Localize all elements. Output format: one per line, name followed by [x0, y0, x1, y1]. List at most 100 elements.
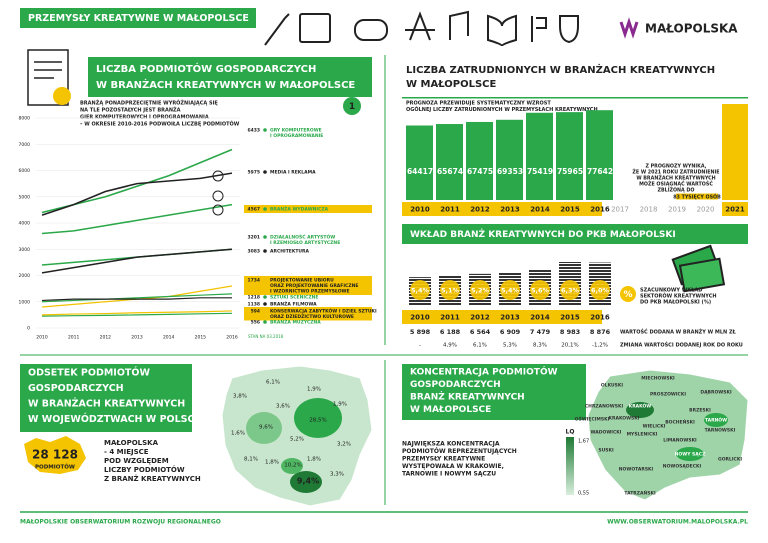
section5-text: NAJWIĘKSZA KONCENTRACJA	[402, 441, 500, 448]
map-label: NOWY SĄCZ	[675, 452, 706, 458]
legend-value: 594	[251, 309, 260, 315]
count-unit: PODMIOTÓW	[35, 464, 75, 471]
footer-left: MAŁOPOLSKIE OBSERWATORIUM ROZWOJU REGION…	[20, 519, 221, 526]
percent-icon	[620, 286, 636, 302]
map-label: DĄBROWSKI	[700, 390, 732, 396]
bar	[556, 112, 583, 200]
x-tick-label: 2011	[68, 335, 80, 341]
lq-scale	[566, 437, 574, 495]
legend-value: 6433	[247, 128, 260, 134]
map-label: 9,6%	[259, 425, 273, 431]
section1-note: NA TLE POZOSTAŁYCH JEST BRANŻA	[80, 107, 181, 114]
section2-subtitle: PROGNOZA PRZEWIDUJE SYSTEMATYCZNY WZROST	[406, 101, 551, 107]
trend-icon	[212, 190, 224, 202]
map-label: 1,8%	[265, 460, 279, 466]
section5-text: PRZEMYSŁY KREATYWNE	[402, 456, 485, 463]
logo: MAŁOPOLSKA	[645, 22, 738, 36]
map-label: 1,9%	[333, 402, 347, 408]
section4-title: W BRANŻACH KREATYWNYCH	[28, 399, 185, 410]
section1-title: W BRANŻACH KREATYWNYCH W MAŁOPOLSCE	[96, 77, 355, 91]
section2-title-box	[402, 57, 748, 99]
money-icon	[671, 244, 726, 293]
section1-title-bar	[88, 57, 372, 97]
section3-title: WKŁAD BRANŻ KREATYWNYCH DO PKB MAŁOPOLSK…	[410, 229, 676, 240]
medal	[343, 97, 361, 115]
change-label: 8,3%	[533, 343, 547, 349]
legend-name: BRANŻA MUZYCZNA	[270, 319, 321, 326]
value-note: WARTOŚĆ DODANA W BRANŻY W MLN ZŁ	[620, 329, 737, 336]
y-tick-label: 3000	[19, 247, 31, 253]
x-tick-label: 2021	[725, 206, 745, 214]
x-tick-label: 2013	[131, 335, 143, 341]
value-label: 7 479	[530, 328, 551, 336]
legend-dot	[263, 235, 267, 239]
section5-text: WYSTĘPOWAŁA W KRAKOWIE,	[402, 463, 504, 470]
share-label: 6,3%	[561, 287, 580, 295]
section4-title: W WOJEWÓDZTWACH W POLSCE	[28, 413, 201, 425]
share-bubble	[440, 280, 460, 300]
legend-value: 1138	[247, 302, 260, 308]
legend-dot	[263, 302, 267, 306]
legend-value: 1734	[247, 278, 260, 284]
map-label: KRAKOWSKI	[609, 416, 640, 422]
section5-text: PODMIOTÓW REPREZENTUJĄCYCH	[402, 448, 517, 455]
x-tick-label: 2015	[560, 314, 580, 322]
map-label: 6,1%	[266, 380, 280, 386]
section4-title: ODSETEK PODMIOTÓW	[28, 367, 150, 379]
legend-name: BRANŻA WYDAWNICZA	[270, 206, 329, 213]
region-slaskie	[281, 458, 303, 474]
legend-dot	[263, 295, 267, 299]
map-label: MYŚLENICKI	[627, 431, 658, 438]
section5-title: BRANŻ KREATYWNYCH	[410, 392, 525, 403]
legend-name: I WZORNICTWO PRZEMYSŁOWE	[270, 289, 350, 295]
section2-title: LICZBA ZATRUDNIONYCH W BRANŻACH KREATYWN…	[406, 62, 715, 76]
x-tick-label: 2018	[640, 206, 658, 214]
footer-right: WWW.OBSERWATORIUM.MALOPOLSKA.PL	[607, 519, 748, 526]
legend-name: SZTUKI SCENICZNE	[270, 295, 318, 301]
region-krakow	[626, 402, 654, 418]
series-line	[41, 248, 233, 274]
change-label: 5,3%	[503, 343, 517, 349]
count: 28 128	[32, 448, 78, 462]
trend-icon	[212, 204, 224, 216]
map-label: 3,2%	[337, 442, 351, 448]
legend-dot	[263, 320, 267, 324]
share-note: SZACUNKOWY WKŁAD	[640, 288, 702, 294]
y-tick-label: 6000	[19, 168, 31, 174]
forecast-bar	[722, 104, 748, 200]
bar	[586, 110, 613, 200]
section2-subtitle: OGÓLNEJ LICZBY ZATRUDNIONYCH W PRZEMYSŁA…	[406, 106, 598, 113]
series-line	[41, 310, 233, 316]
legend-name: ORAZ PROJEKTOWANIE GRAFICZNE	[270, 283, 358, 289]
bar-value: 65674	[437, 167, 463, 176]
y-tick-label: 7000	[19, 142, 31, 148]
legend-dot	[263, 207, 267, 211]
share-bubble	[470, 280, 490, 300]
forecast-year-band	[722, 202, 748, 216]
region-tarnow	[704, 413, 728, 427]
map-label: NOWOTARSKI	[619, 467, 654, 473]
legend-name: I RZEMIOSŁO ARTYSTYCZNE	[270, 240, 340, 246]
icon-seal	[53, 87, 71, 105]
forecast-note: MOŻE OSIĄGNĄĆ WARTOŚĆ	[639, 181, 713, 188]
series-line	[41, 297, 232, 302]
header-icons	[264, 10, 579, 47]
x-tick-label: 2011	[440, 314, 460, 322]
change-label: -1,2%	[592, 343, 608, 349]
legend-value: 1218	[247, 295, 260, 301]
forecast-note: ŻE W 2021 ROKU ZATRUDNIENIE	[632, 169, 719, 176]
share-bubble	[560, 280, 580, 300]
logo-mark	[619, 17, 639, 39]
map-label: 3,6%	[276, 404, 290, 410]
share-note: DO PKB MAŁOPOLSKI (%)	[640, 300, 711, 306]
y-tick-label: 8000	[19, 116, 31, 122]
legend-dot	[263, 278, 267, 282]
legend-dot	[263, 309, 267, 313]
x-tick-label: 2013	[500, 206, 520, 214]
x-tick-label: 2010	[410, 314, 430, 322]
section3-title-bar	[402, 224, 748, 244]
lq-min: 0,55	[578, 491, 589, 497]
year-band	[402, 310, 602, 324]
bar	[526, 112, 553, 200]
